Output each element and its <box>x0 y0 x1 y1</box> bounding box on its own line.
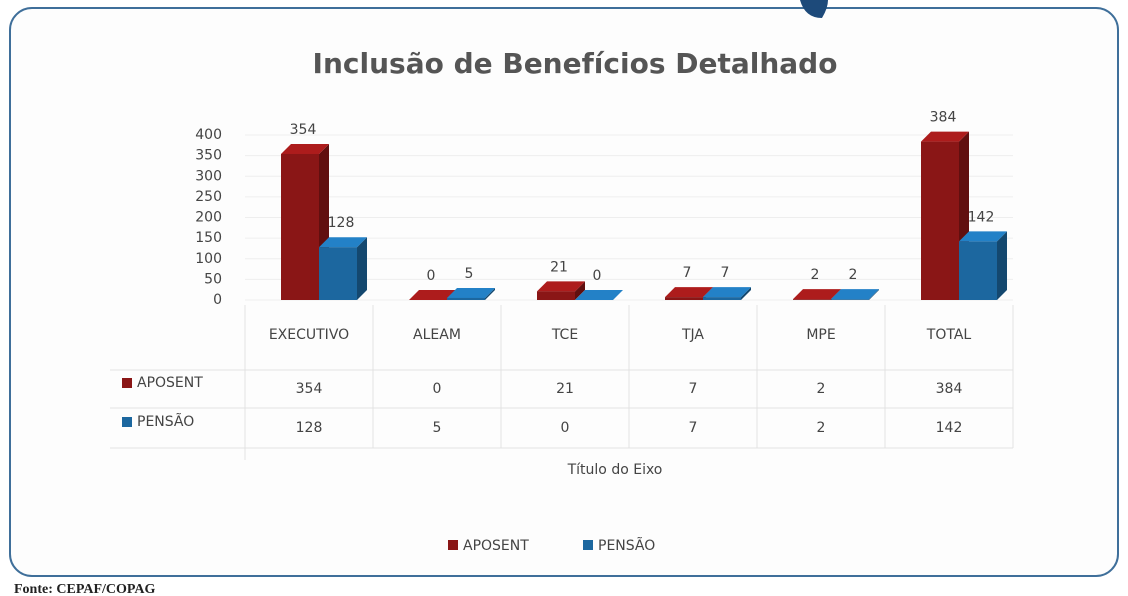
bar <box>831 299 869 300</box>
source: Fonte: CEPAF/COPAG <box>14 582 156 596</box>
y-tick-label: 200 <box>195 210 222 226</box>
table-cell: 384 <box>936 381 963 397</box>
table-cell: 7 <box>689 381 698 397</box>
x-tick-label: MPE <box>806 327 835 343</box>
bar-top <box>793 289 841 300</box>
table-cell: 2 <box>817 420 826 436</box>
legend-key <box>583 540 593 550</box>
chart-title: Inclusão de Benefícios Detalhado <box>313 47 838 80</box>
data-label: 5 <box>465 266 474 282</box>
table-cell: 5 <box>433 420 442 436</box>
y-tick-label: 250 <box>195 189 222 205</box>
table-legend-key <box>122 378 132 388</box>
bar <box>959 241 997 300</box>
table-cell: 21 <box>556 381 574 397</box>
bar-side <box>869 289 879 300</box>
bar <box>703 297 741 300</box>
x-tick-label: ALEAM <box>413 327 461 343</box>
decoration <box>800 0 828 18</box>
bar-side <box>575 281 585 300</box>
table-legend-key <box>122 417 132 427</box>
table-cell: 142 <box>936 420 963 436</box>
legend-label: PENSÃO <box>598 537 655 554</box>
bar-side <box>741 287 751 300</box>
bar <box>793 299 831 300</box>
data-label: 2 <box>849 267 858 283</box>
bar <box>537 291 575 300</box>
x-tick-label: EXECUTIVO <box>269 327 349 343</box>
bar <box>447 297 485 300</box>
data-label: 0 <box>593 268 602 284</box>
table-cell: 128 <box>296 420 323 436</box>
y-tick-label: 0 <box>213 292 222 308</box>
x-tick-label: TCE <box>551 327 578 343</box>
x-tick-label: TJA <box>681 327 704 343</box>
bar-top <box>447 287 495 298</box>
data-label: 354 <box>290 122 317 138</box>
bar-top <box>703 287 751 298</box>
data-label: 0 <box>427 268 436 284</box>
data-label: 7 <box>721 265 730 281</box>
data-label: 7 <box>683 265 692 281</box>
legend-label: APOSENT <box>463 538 529 554</box>
bar-side <box>997 231 1007 300</box>
bar-top <box>665 287 713 298</box>
data-label: 384 <box>930 110 957 126</box>
table-cell: 0 <box>561 420 570 436</box>
table-cell: 7 <box>689 420 698 436</box>
data-label: 21 <box>550 259 568 275</box>
bar-top <box>537 281 585 292</box>
bar-top <box>281 143 329 154</box>
y-tick-label: 50 <box>204 271 222 287</box>
y-tick-label: 100 <box>195 251 222 267</box>
bar <box>319 247 357 300</box>
bar-top <box>959 231 1007 242</box>
x-axis-title: Título do Eixo <box>567 462 663 478</box>
bar-side <box>357 237 367 300</box>
y-tick-label: 150 <box>195 230 222 246</box>
bar-top <box>921 131 969 142</box>
data-label: 142 <box>968 209 995 225</box>
table-row-label: PENSÃO <box>137 413 194 430</box>
table-row-label: APOSENT <box>137 375 203 391</box>
bar-top <box>319 237 367 248</box>
bar-top <box>409 290 457 300</box>
table-cell: 2 <box>817 381 826 397</box>
bar-top <box>831 289 879 300</box>
x-tick-label: TOTAL <box>926 327 972 343</box>
bar <box>921 141 959 300</box>
data-label: 2 <box>811 267 820 283</box>
table-cell: 0 <box>433 381 442 397</box>
legend-key <box>448 540 458 550</box>
y-tick-label: 400 <box>195 127 222 143</box>
table-cell: 354 <box>296 381 323 397</box>
bar <box>281 153 319 300</box>
y-tick-label: 350 <box>195 148 222 164</box>
bar-top <box>575 290 623 300</box>
y-tick-label: 300 <box>195 168 222 184</box>
bar <box>665 297 703 300</box>
bar-side <box>485 287 495 300</box>
data-label: 128 <box>328 215 355 231</box>
